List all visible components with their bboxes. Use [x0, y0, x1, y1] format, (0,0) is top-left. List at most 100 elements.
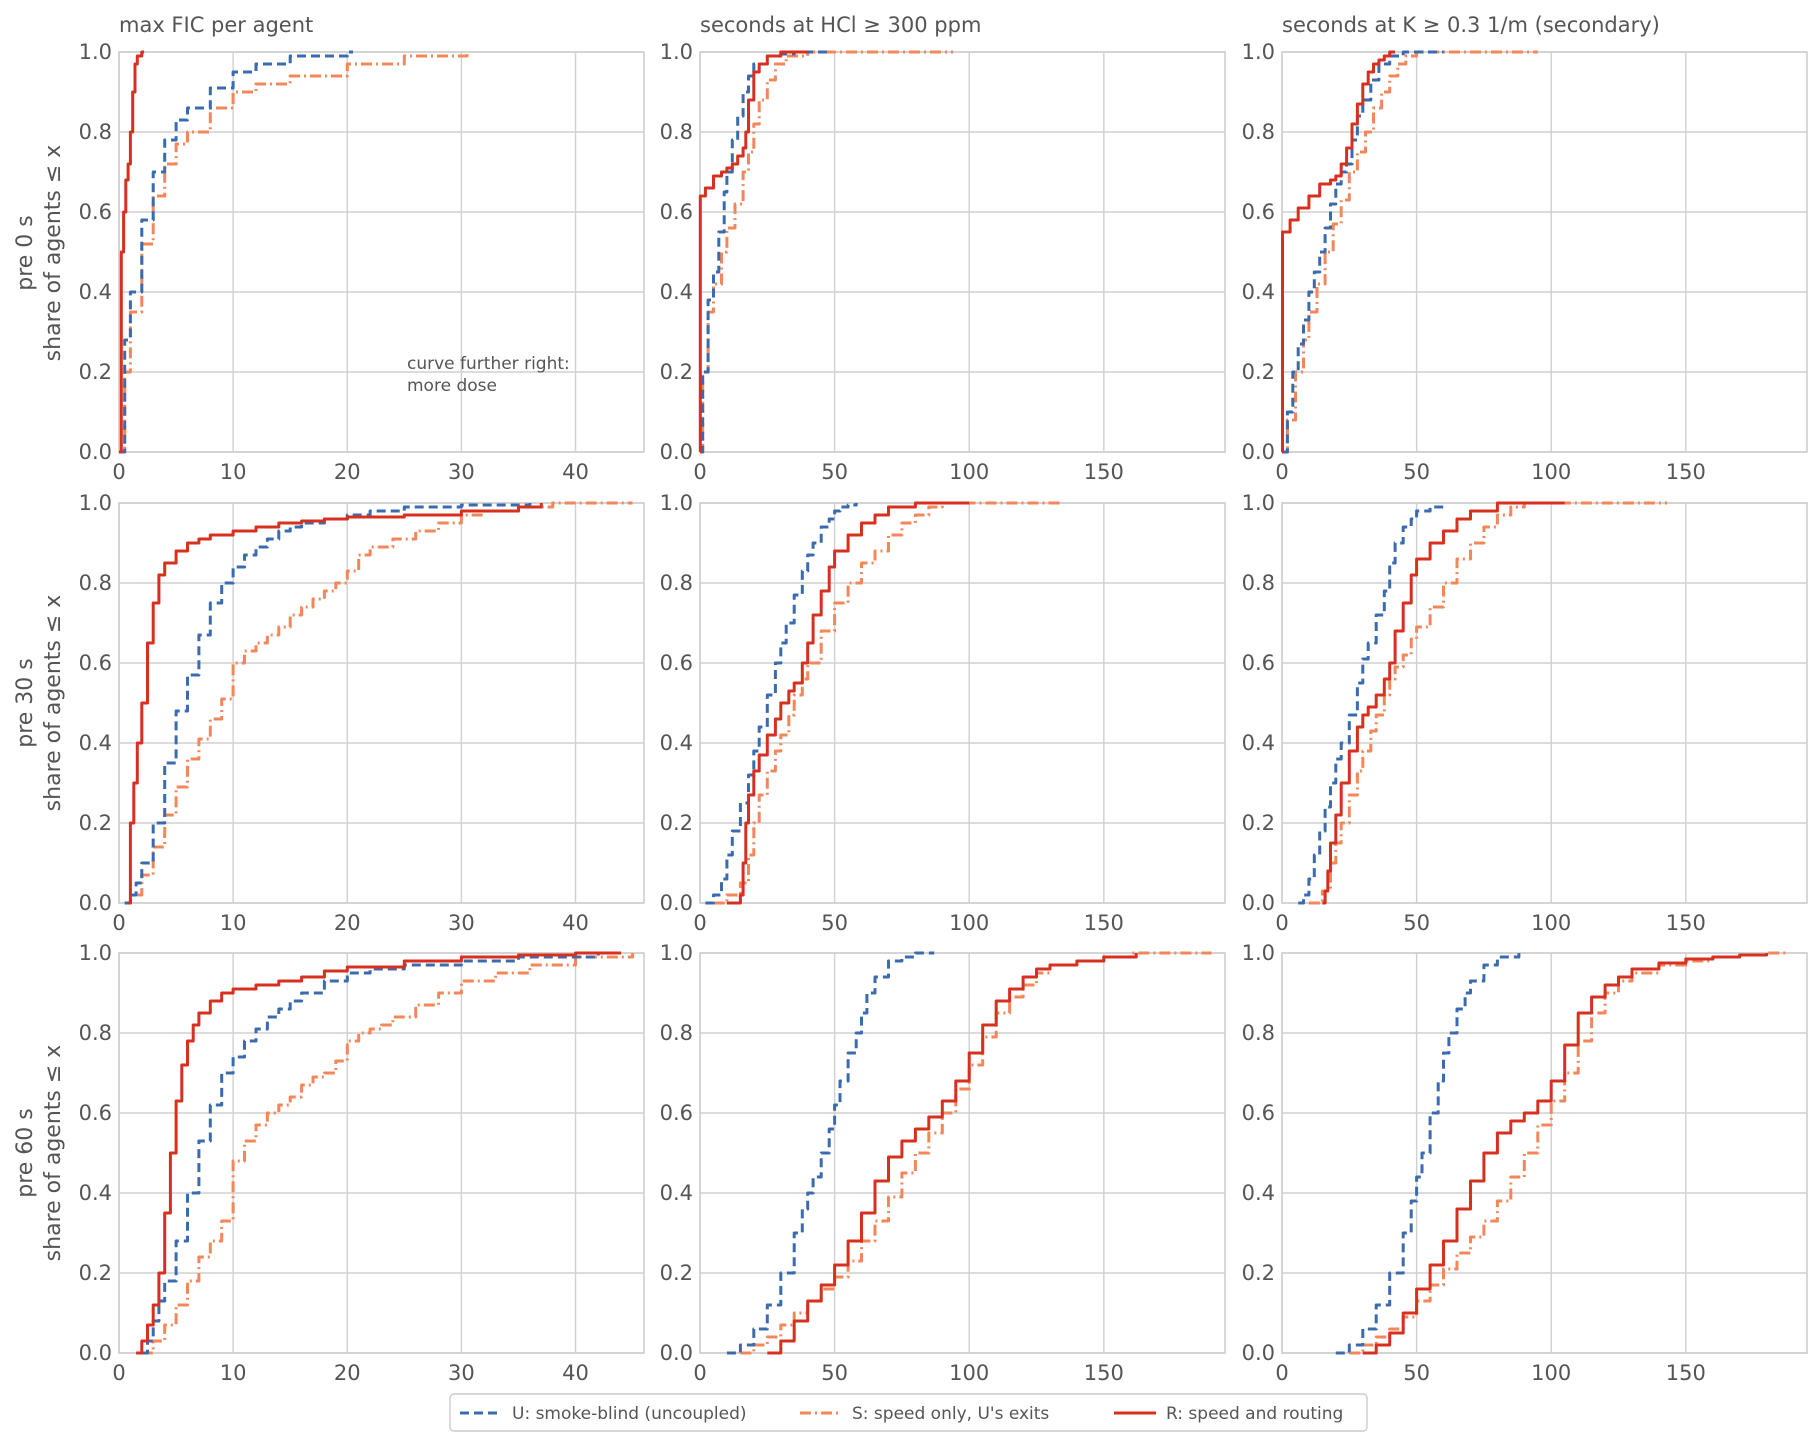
series-line-R	[726, 501, 970, 905]
x-tick-label: 50	[821, 911, 848, 935]
row-label-pre-0: pre 0 s	[13, 215, 38, 291]
axes-frame	[118, 502, 645, 904]
y-tick-label: 0.0	[79, 891, 112, 915]
y-tick-label: 0.2	[660, 360, 693, 384]
axes-frame	[1281, 952, 1808, 1354]
x-tick-label: 0	[112, 1361, 125, 1385]
series-line-S	[1308, 501, 1667, 905]
y-tick-label: 0.4	[660, 280, 693, 304]
legend-label-u: U: smoke-blind (uncoupled)	[512, 1404, 747, 1424]
panel-r2c0: 0 10 20 30 40 0.0 0.2 0.4 0.6 0.8 1.0	[79, 941, 645, 1385]
ylabel-row-0: share of agents ≤ x	[41, 145, 66, 362]
series-line-R	[136, 951, 622, 1355]
series-line-U	[1298, 503, 1445, 905]
series-line-R	[1322, 501, 1565, 905]
y-tick-label: 0.2	[79, 360, 112, 384]
y-tick-label: 0.2	[1242, 811, 1275, 835]
y-tick-label: 1.0	[1242, 491, 1275, 515]
y-tick-label: 0.4	[660, 1181, 693, 1205]
series-line-U	[124, 503, 532, 905]
x-tick-label: 40	[562, 1361, 589, 1385]
x-tick-label: 50	[1403, 460, 1430, 484]
series-line-U	[1335, 953, 1521, 1355]
x-tick-label: 100	[949, 911, 989, 935]
panel-title: max FIC per agent	[119, 13, 313, 37]
y-tick-label: 1.0	[660, 491, 693, 515]
axes-frame	[1281, 51, 1808, 453]
panel-title: seconds at HCl ≥ 300 ppm	[700, 13, 981, 37]
series-line-R	[1362, 953, 1769, 1355]
ylabel-row-2: share of agents ≤ x	[41, 1045, 66, 1262]
y-tick-label: 0.8	[1242, 120, 1275, 144]
y-tick-label: 0.2	[1242, 360, 1275, 384]
x-tick-label: 0	[112, 911, 125, 935]
panel-r0c1: 0 50 100 150 0.0 0.2 0.4 0.6 0.8 1.0 seconds at HC…	[660, 13, 1226, 484]
annotation-line-2: more dose	[407, 376, 497, 396]
x-tick-label: 100	[949, 1361, 989, 1385]
x-tick-label: 0	[1275, 460, 1288, 484]
x-tick-label: 150	[1084, 460, 1124, 484]
series-line-U	[141, 953, 600, 1355]
y-tick-label: 1.0	[1242, 941, 1275, 965]
y-tick-label: 0.8	[79, 120, 112, 144]
x-tick-label: 150	[1666, 460, 1706, 484]
y-tick-label: 0.4	[660, 731, 693, 755]
x-tick-label: 150	[1666, 1361, 1706, 1385]
x-tick-label: 10	[220, 1361, 247, 1385]
x-tick-label: 0	[693, 911, 706, 935]
axes-frame	[118, 51, 645, 453]
x-tick-label: 0	[112, 460, 125, 484]
x-tick-label: 50	[821, 1361, 848, 1385]
x-tick-label: 40	[562, 460, 589, 484]
y-tick-label: 0.6	[1242, 1101, 1275, 1125]
series-line-U	[705, 503, 858, 905]
x-tick-label: 0	[693, 460, 706, 484]
x-tick-label: 50	[1403, 1361, 1430, 1385]
x-tick-label: 30	[448, 911, 475, 935]
y-tick-label: 0.8	[79, 1021, 112, 1045]
panel-r1c1: 0 50 100 150 0.0 0.2 0.4 0.6 0.8 1.0	[660, 491, 1226, 935]
axes-frame	[118, 952, 645, 1354]
y-tick-label: 0.2	[660, 1261, 693, 1285]
x-tick-label: 40	[562, 911, 589, 935]
x-tick-label: 20	[334, 911, 361, 935]
y-tick-label: 0.6	[660, 651, 693, 675]
axes-frame	[699, 952, 1226, 1354]
panel-r2c2: 0 50 100 150 0.0 0.2 0.4 0.6 0.8 1.0	[1242, 941, 1808, 1385]
y-tick-label: 0.4	[79, 280, 112, 304]
axes-frame	[1281, 502, 1808, 904]
x-tick-label: 0	[1275, 1361, 1288, 1385]
y-tick-label: 0.6	[660, 200, 693, 224]
y-tick-label: 0.2	[660, 811, 693, 835]
x-tick-label: 0	[693, 1361, 706, 1385]
series-line-R	[767, 953, 1138, 1355]
y-tick-label: 0.2	[79, 811, 112, 835]
y-tick-label: 0.6	[1242, 651, 1275, 675]
y-tick-label: 0.8	[1242, 1021, 1275, 1045]
legend-label-r: R: speed and routing	[1166, 1404, 1343, 1424]
y-tick-label: 0.6	[79, 200, 112, 224]
y-tick-label: 0.8	[660, 571, 693, 595]
series-line-R	[1281, 50, 1396, 454]
y-tick-label: 0.8	[1242, 571, 1275, 595]
panel-r1c0: 0 10 20 30 40 0.0 0.2 0.4 0.6 0.8 1.0	[79, 491, 645, 935]
y-tick-label: 0.0	[660, 440, 693, 464]
row-label-pre-30: pre 30 s	[13, 658, 38, 748]
x-tick-label: 20	[334, 460, 361, 484]
x-tick-label: 50	[1403, 911, 1430, 935]
x-tick-label: 150	[1084, 911, 1124, 935]
y-tick-label: 0.4	[1242, 731, 1275, 755]
y-tick-label: 1.0	[79, 491, 112, 515]
y-tick-label: 0.0	[79, 1341, 112, 1365]
panel-r0c2: 0 50 100 150 0.0 0.2 0.4 0.6 0.8 1.0 seconds at K …	[1242, 13, 1808, 484]
x-tick-label: 100	[1531, 1361, 1571, 1385]
panel-r1c2: 0 50 100 150 0.0 0.2 0.4 0.6 0.8 1.0	[1242, 491, 1808, 935]
x-tick-label: 100	[1531, 460, 1571, 484]
y-tick-label: 0.0	[660, 1341, 693, 1365]
y-tick-label: 0.0	[1242, 891, 1275, 915]
y-tick-label: 0.0	[1242, 1341, 1275, 1365]
y-tick-label: 0.8	[660, 120, 693, 144]
x-tick-label: 10	[220, 911, 247, 935]
axes-frame	[699, 51, 1226, 453]
x-tick-label: 150	[1084, 1361, 1124, 1385]
